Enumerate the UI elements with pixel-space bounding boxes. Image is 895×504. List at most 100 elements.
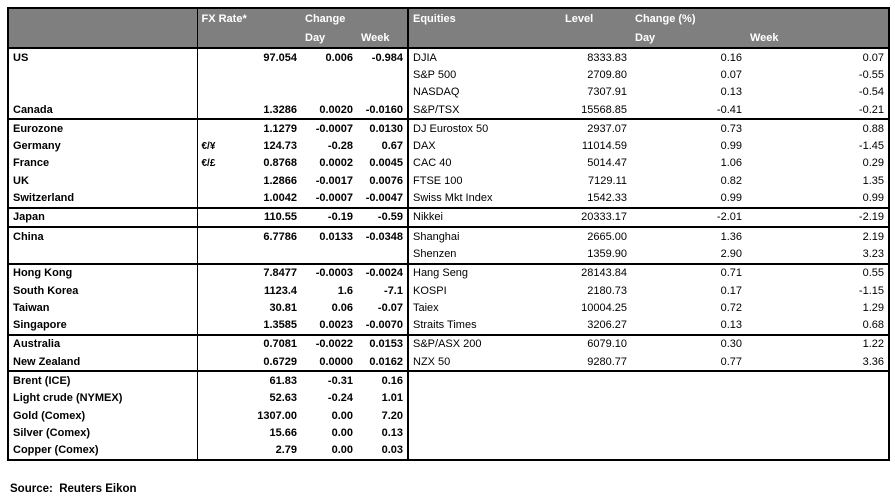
country-name-cell <box>8 245 198 265</box>
equity-change-week-cell: 0.99 <box>746 189 889 209</box>
fx-pair-symbol-cell <box>197 264 226 282</box>
fx-change-week-cell <box>357 83 409 101</box>
fx-pair-symbol-cell <box>197 84 226 101</box>
equity-change-week-cell: 3.23 <box>746 245 889 265</box>
fx-change-day-cell: 0.0020 <box>301 100 357 121</box>
fx-change-day-cell: -0.31 <box>327 374 353 387</box>
fx-rate-cell: 0.7081 <box>263 338 297 351</box>
equity-level-cell: 11014.59 <box>581 140 627 153</box>
header-fx-rate: FX Rate* <box>197 8 301 28</box>
country-name-cell: US <box>8 48 198 67</box>
equity-change-week-cell <box>746 442 889 460</box>
fx-rate-cell: 1.3286 <box>226 100 301 121</box>
equity-change-day-cell: 0.99 <box>720 140 742 153</box>
header-day-right: Day <box>631 28 746 49</box>
equity-name-cell: S&P/ASX 200 <box>413 338 482 351</box>
fx-rate-cell: 1.0042 <box>226 189 301 209</box>
fx-change-week-cell: -0.0070 <box>357 316 409 336</box>
equity-change-day-cell: 2.90 <box>631 245 746 265</box>
equity-change-week-cell: -0.54 <box>858 86 884 99</box>
fx-change-week-cell: 0.0076 <box>357 172 409 190</box>
fx-change-day-cell: -0.0007 <box>301 189 357 209</box>
equity-level-cell: 28143.84 <box>581 267 627 280</box>
fx-rate-cell <box>226 66 301 83</box>
fx-rate-cell: 110.55 <box>226 207 301 228</box>
fx-change-week-cell: -0.0348 <box>357 226 409 246</box>
equity-name-cell: Nikkei <box>408 207 561 228</box>
country-name-cell: Taiwan <box>8 299 198 317</box>
country-name-cell: South Korea <box>8 281 198 300</box>
fx-pair-symbol-cell <box>197 353 226 373</box>
fx-change-week-cell: 0.67 <box>357 137 409 155</box>
table-row: S&P 500 2709.80 0.07 -0.55 <box>8 66 889 84</box>
equity-change-day-cell: 0.72 <box>720 301 742 314</box>
fx-pair-symbol-cell <box>197 390 226 407</box>
fx-pair-symbol-cell <box>197 245 226 265</box>
table-row: Eurozone 1.1279 -0.0007 0.0130 DJ Eurostox 5… <box>8 119 889 138</box>
equity-level-cell: 2665.00 <box>587 230 627 243</box>
fx-pair-symbol-cell <box>197 48 226 66</box>
equity-name-cell: Straits Times <box>408 316 561 336</box>
equity-change-day-cell: 1.36 <box>720 230 742 243</box>
table-row: Copper (Comex) 2.79 0.00 0.03 <box>8 441 889 460</box>
equity-change-day-cell: 0.71 <box>720 267 742 280</box>
equity-change-week-cell: -0.55 <box>858 68 884 81</box>
equity-name-cell: NZX 50 <box>408 353 561 373</box>
equity-level-cell: 3206.27 <box>561 316 631 336</box>
fx-change-day-cell: -0.0022 <box>315 338 353 351</box>
country-name-cell <box>8 66 198 84</box>
fx-rate-cell: 0.6729 <box>226 353 301 373</box>
equity-change-week-cell: 3.36 <box>746 353 889 373</box>
table-body: US 97.054 0.006 -0.984 DJIA 8333.83 0.16 0.07 S&… <box>8 48 889 460</box>
country-name-cell: Japan <box>8 207 198 228</box>
fx-rate-cell: 0.8768 <box>263 157 297 170</box>
header-week-right: Week <box>746 28 889 49</box>
table-row: Silver (Comex) 15.66 0.00 0.13 <box>8 424 889 442</box>
equity-change-day-cell <box>631 407 746 424</box>
equity-name-cell: Swiss Mkt Index <box>408 189 561 209</box>
equity-level-cell: 1542.33 <box>561 189 631 209</box>
equity-change-day-cell <box>631 390 746 407</box>
header-week-left: Week <box>357 28 409 49</box>
country-name-cell: Singapore <box>8 316 198 336</box>
fx-change-week-cell: -0.0047 <box>357 189 409 209</box>
country-name-cell: China <box>8 226 198 246</box>
fx-rate-cell: 30.81 <box>269 301 297 314</box>
fx-pair-symbol-cell <box>197 282 226 299</box>
country-name-cell: Germany <box>8 137 198 155</box>
fx-rate-cell: 6.7786 <box>263 230 297 243</box>
table-row: Gold (Comex) 1307.00 0.00 7.20 <box>8 406 889 425</box>
equity-name-cell <box>408 407 561 424</box>
fx-change-day-cell: 0.00 <box>331 444 353 457</box>
equity-change-week-cell <box>746 424 889 441</box>
fx-change-day-cell <box>301 84 357 101</box>
fx-change-day-cell: -0.28 <box>327 140 353 153</box>
fx-pair-symbol-cell <box>197 227 226 245</box>
country-name-cell: New Zealand <box>8 353 198 373</box>
fx-pair-symbol-cell <box>197 100 226 121</box>
header-level: Level <box>561 8 631 28</box>
equity-name-cell: Taiex <box>413 301 439 314</box>
equity-change-day-cell: 0.13 <box>720 86 742 99</box>
fx-pair-symbol-cell <box>197 207 226 228</box>
equity-name-cell: DJ Eurostox 50 <box>413 122 489 135</box>
equity-name-cell: NASDAQ <box>413 86 460 99</box>
fx-rate-cell: 15.66 <box>269 426 297 439</box>
table-row: US 97.054 0.006 -0.984 DJIA 8333.83 0.16 0.07 <box>8 48 889 67</box>
fx-change-week-cell: -0.07 <box>357 299 409 317</box>
fx-change-week-cell: 0.0153 <box>357 334 409 354</box>
equity-level-cell <box>561 371 631 389</box>
equity-level-cell: 1359.90 <box>561 245 631 265</box>
equity-name-cell: CAC 40 <box>413 157 452 170</box>
fx-change-day-cell: 0.00 <box>331 426 353 439</box>
equity-change-day-cell: 0.73 <box>720 122 742 135</box>
table-row: NASDAQ 7307.91 0.13 -0.54 <box>8 83 889 101</box>
country-name-cell: Canada <box>8 100 198 121</box>
table-row: Australia 0.7081 -0.0022 0.0153 S&P/ASX 200 6… <box>8 334 889 354</box>
equity-level-cell <box>561 407 631 424</box>
equity-name-cell: Shanghai <box>413 230 460 243</box>
fx-pair-symbol-cell <box>197 371 226 389</box>
fx-change-week-cell: 0.13 <box>357 424 409 442</box>
country-name-cell: Copper (Comex) <box>8 441 198 460</box>
